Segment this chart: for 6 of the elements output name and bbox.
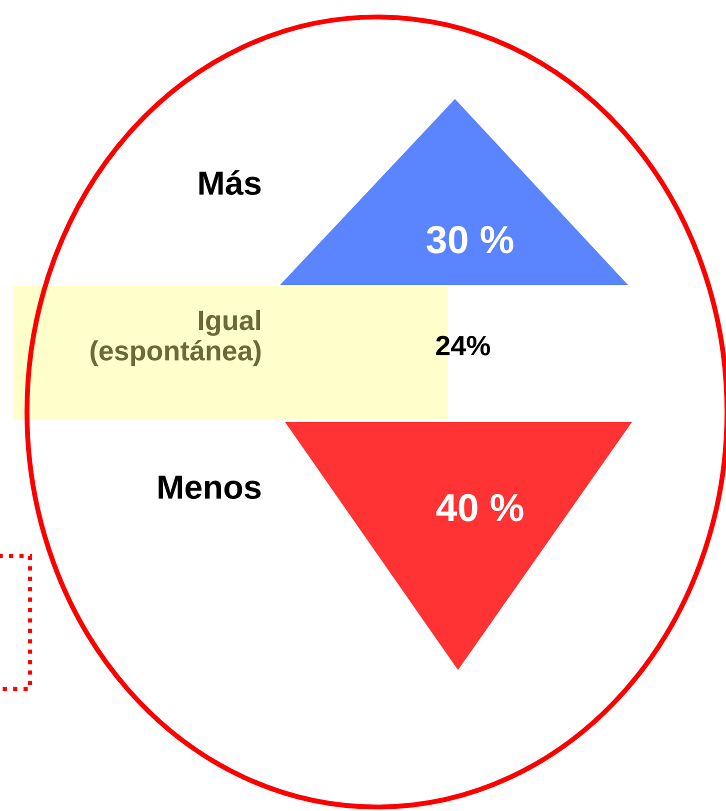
data-label: 40 %	[436, 494, 524, 522]
category-label: Más	[199, 170, 261, 195]
data-label: 24%	[436, 336, 490, 356]
data-label: 30 %	[426, 226, 514, 254]
category-label: Igual (espontánea)	[90, 310, 261, 366]
category-label: Menos	[158, 476, 261, 499]
